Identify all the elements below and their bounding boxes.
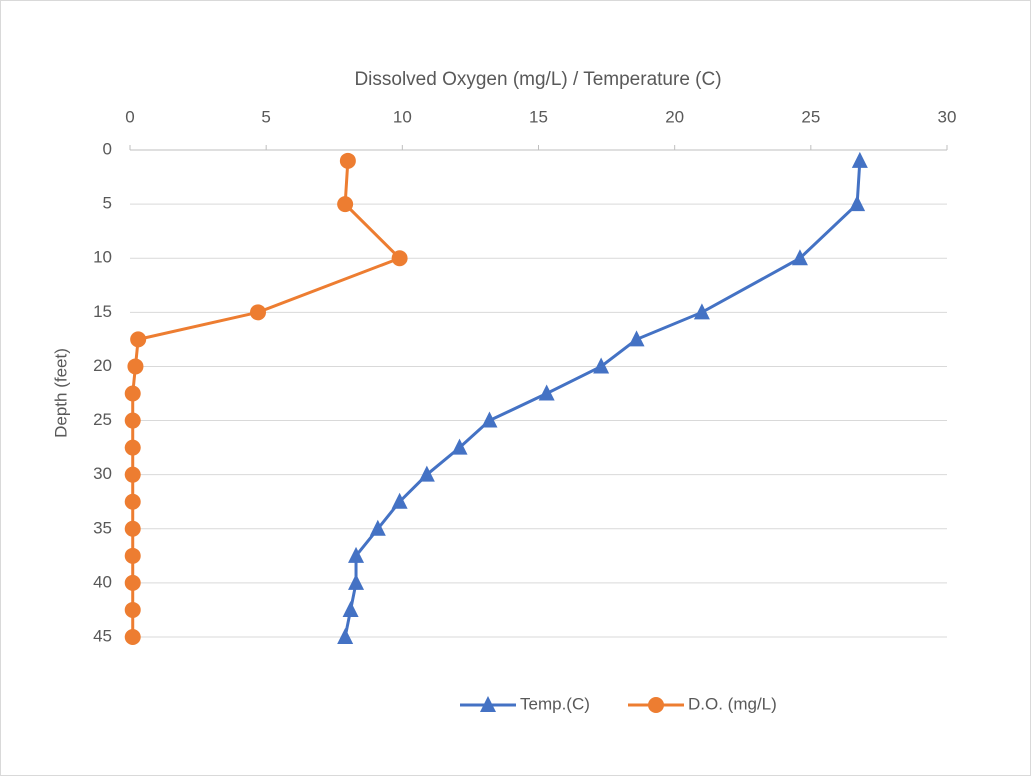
y-tick-label: 10 <box>93 248 112 267</box>
marker <box>391 250 408 267</box>
y-tick-label: 0 <box>103 139 112 158</box>
marker <box>391 492 408 509</box>
y-tick-label: 35 <box>93 518 112 537</box>
marker <box>451 438 468 455</box>
marker <box>124 547 141 564</box>
marker <box>593 357 610 374</box>
marker <box>348 546 365 563</box>
marker <box>124 466 141 483</box>
chart-title: Dissolved Oxygen (mg/L) / Temperature (C… <box>354 69 721 90</box>
marker <box>342 600 359 617</box>
marker <box>127 358 144 375</box>
x-tick-label: 20 <box>665 107 684 126</box>
marker <box>849 195 866 212</box>
y-tick-label: 20 <box>93 356 112 375</box>
marker <box>628 330 645 347</box>
marker <box>249 304 266 321</box>
y-tick-label: 45 <box>93 626 112 645</box>
marker <box>124 520 141 537</box>
marker <box>337 196 354 213</box>
y-tick-label: 15 <box>93 302 112 321</box>
x-tick-label: 0 <box>125 107 134 126</box>
marker <box>124 385 141 402</box>
marker <box>339 152 356 169</box>
marker <box>418 465 435 482</box>
marker <box>369 519 386 536</box>
x-tick-label: 15 <box>529 107 548 126</box>
marker <box>130 331 147 348</box>
y-tick-label: 25 <box>93 410 112 429</box>
marker <box>693 303 710 320</box>
x-tick-label: 5 <box>261 107 270 126</box>
marker <box>791 249 808 266</box>
legend-marker <box>648 697 664 713</box>
marker <box>124 412 141 429</box>
legend-label: Temp.(C) <box>520 694 590 713</box>
x-tick-label: 25 <box>801 107 820 126</box>
y-tick-label: 40 <box>93 572 112 591</box>
series-line <box>343 160 862 638</box>
series-line <box>131 160 403 637</box>
marker <box>124 439 141 456</box>
marker <box>851 151 868 168</box>
marker <box>481 411 498 428</box>
x-tick-label: 10 <box>393 107 412 126</box>
marker <box>124 493 141 510</box>
x-tick-label: 30 <box>938 107 957 126</box>
y-tick-label: 30 <box>93 464 112 483</box>
y-axis-label: Depth (feet) <box>51 348 70 438</box>
y-tick-label: 5 <box>103 194 112 213</box>
marker <box>124 574 141 591</box>
legend-marker <box>480 696 496 712</box>
marker <box>124 601 141 618</box>
marker <box>337 628 354 644</box>
marker <box>348 573 365 590</box>
marker <box>124 629 141 645</box>
marker <box>538 384 555 401</box>
legend-label: D.O. (mg/L) <box>688 694 777 713</box>
